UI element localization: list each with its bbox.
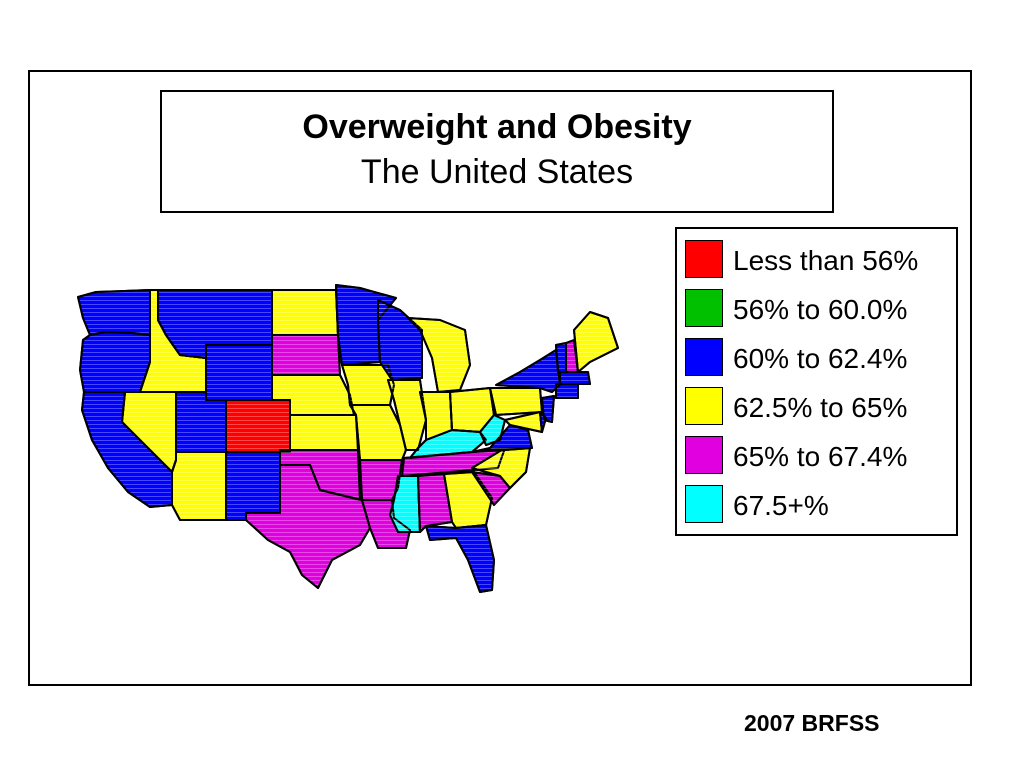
legend-label: 60% to 62.4% — [733, 343, 908, 374]
legend-label: 62.5% to 65% — [733, 392, 908, 423]
legend-swatch — [685, 240, 723, 278]
legend-label: 65% to 67.4% — [733, 441, 908, 472]
legend-swatch — [685, 289, 723, 327]
hatch-overlay — [289, 414, 359, 451]
legend-item: 67.5+% — [685, 485, 951, 527]
hatch-overlay — [79, 331, 151, 393]
legend-item: Less than 56% — [685, 240, 951, 282]
hatch-overlay — [539, 411, 547, 433]
hatch-overlay — [349, 404, 407, 461]
hatch-overlay — [271, 334, 341, 376]
legend: Less than 56% 56% to 60.0% 60% to 62.4% … — [675, 227, 958, 536]
hatch-overlay — [377, 299, 423, 381]
hatch-overlay — [171, 451, 227, 521]
legend-item: 56% to 60.0% — [685, 289, 951, 331]
hatch-overlay — [471, 424, 533, 453]
hatch-overlay — [77, 289, 151, 336]
legend-label: 56% to 60.0% — [733, 294, 908, 325]
hatch-overlay — [555, 342, 567, 373]
hatch-overlay — [479, 414, 506, 446]
legend-swatch — [685, 387, 723, 425]
title-box: Overweight and Obesity The United States — [160, 90, 834, 213]
hatch-overlay — [425, 524, 495, 593]
hatch-overlay — [559, 371, 591, 385]
hatch-overlay — [387, 379, 427, 451]
hatch-overlay — [225, 399, 291, 453]
hatch-overlay — [175, 391, 227, 453]
hatch-overlay — [495, 349, 561, 393]
hatch-overlay — [205, 344, 273, 401]
hatch-overlay — [555, 383, 579, 399]
hatch-overlay — [541, 395, 555, 423]
legend-item: 60% to 62.4% — [685, 338, 951, 380]
legend-label: 67.5+% — [733, 490, 829, 521]
source-label: 2007 BRFSS — [744, 710, 880, 736]
hatch-overlay — [417, 473, 453, 533]
map-title: Overweight and Obesity — [302, 108, 692, 146]
legend-label: Less than 56% — [733, 245, 919, 276]
legend-swatch — [685, 436, 723, 474]
figure-frame — [28, 70, 972, 686]
legend-item: 62.5% to 65% — [685, 387, 951, 429]
hatch-overlay — [245, 464, 371, 589]
hatch-overlay — [573, 311, 619, 373]
hatch-overlay — [489, 387, 543, 416]
legend-swatch — [685, 338, 723, 376]
map-subtitle: The United States — [360, 153, 634, 191]
hatch-overlay — [225, 451, 281, 521]
legend-item: 65% to 67.4% — [685, 436, 951, 478]
hatch-overlay — [271, 289, 339, 336]
legend-swatch — [685, 485, 723, 523]
